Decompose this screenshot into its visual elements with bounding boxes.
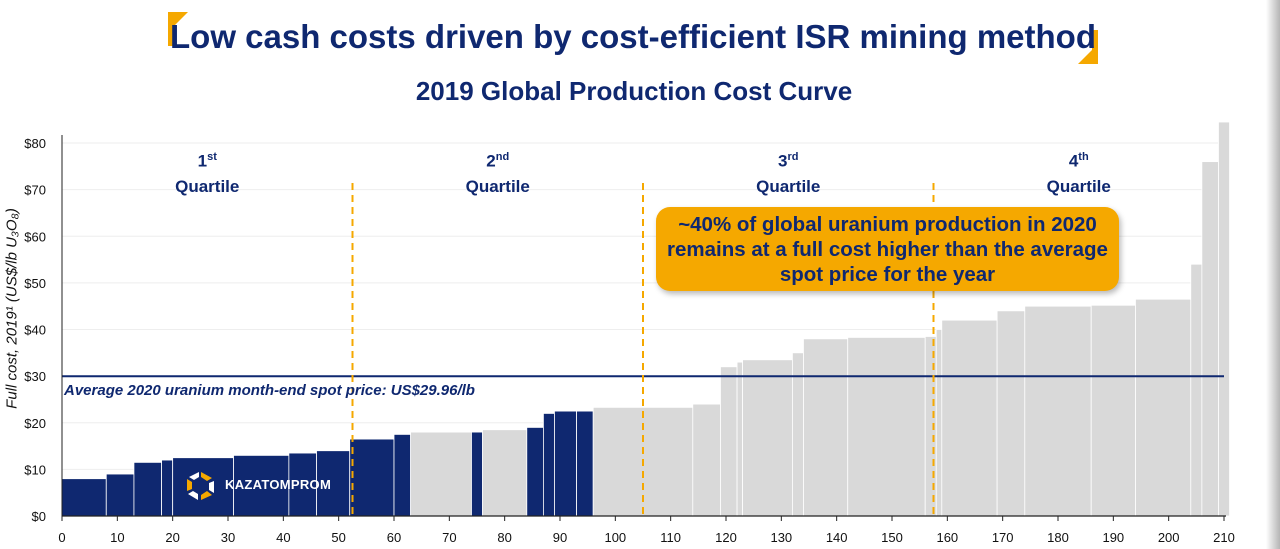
x-tick-label: 130 bbox=[770, 530, 792, 545]
bar-kazatomprom bbox=[471, 431, 483, 517]
quartile-ordinal: st bbox=[207, 151, 217, 163]
x-tick-label: 80 bbox=[497, 530, 511, 545]
quartile-ordinal: nd bbox=[495, 151, 510, 163]
quartile-label: 1st Quartile bbox=[147, 145, 267, 199]
y-tick-label: $60 bbox=[24, 229, 46, 244]
bar-other-producer bbox=[924, 336, 937, 517]
bar-other-producer bbox=[410, 431, 472, 517]
bar-other-producer bbox=[1218, 121, 1230, 517]
title-bracket-left-corner bbox=[168, 12, 188, 32]
bar-other-producer bbox=[1024, 305, 1092, 517]
y-tick-label: $30 bbox=[24, 369, 46, 384]
bar-other-producer bbox=[1135, 298, 1192, 517]
bar-other-producer bbox=[1201, 161, 1219, 517]
bar-other-producer bbox=[736, 361, 743, 517]
quartile-ordinal: th bbox=[1078, 151, 1089, 163]
x-tick-label: 100 bbox=[604, 530, 626, 545]
quartile-word: Quartile bbox=[175, 176, 240, 196]
logo-text: KAZATOMPROM bbox=[225, 477, 332, 492]
x-tick-label: 190 bbox=[1102, 530, 1124, 545]
bar-kazatomprom bbox=[554, 410, 578, 517]
quartile-number: 2 bbox=[486, 151, 496, 171]
y-tick-label: $80 bbox=[24, 136, 46, 151]
x-tick-label: 40 bbox=[276, 530, 290, 545]
x-tick-label: 60 bbox=[387, 530, 401, 545]
x-tick-label: 210 bbox=[1213, 530, 1235, 545]
y-tick-label: $40 bbox=[24, 323, 46, 338]
y-tick-label: $10 bbox=[24, 462, 46, 477]
x-tick-label: 70 bbox=[442, 530, 456, 545]
y-tick-label: $50 bbox=[24, 276, 46, 291]
y-tick-label: $70 bbox=[24, 183, 46, 198]
bar-other-producer bbox=[1090, 304, 1136, 517]
quartile-label: 3rd Quartile bbox=[728, 145, 848, 199]
bar-other-producer bbox=[935, 329, 943, 517]
page-edge-shadow bbox=[1266, 0, 1280, 549]
callout-box: ~40% of global uranium production in 202… bbox=[656, 207, 1119, 291]
bar-other-producer bbox=[742, 359, 793, 517]
chart-title: 2019 Global Production Cost Curve bbox=[415, 76, 853, 106]
bar-kazatomprom bbox=[393, 434, 412, 517]
quartile-number: 3 bbox=[778, 151, 788, 171]
x-tick-label: 140 bbox=[826, 530, 848, 545]
bar-other-producer bbox=[941, 319, 998, 517]
quartile-number: 4 bbox=[1068, 151, 1079, 171]
kazatomprom-logo-icon bbox=[187, 472, 214, 500]
bar-kazatomprom bbox=[133, 461, 163, 517]
bar-kazatomprom bbox=[526, 427, 544, 517]
y-tick-label: $20 bbox=[24, 416, 46, 431]
x-tick-label: 180 bbox=[1047, 530, 1069, 545]
kazatomprom-logo: KAZATOMPROM bbox=[185, 471, 360, 501]
quartile-number: 1 bbox=[197, 151, 208, 171]
bar-kazatomprom bbox=[576, 410, 594, 517]
x-tick-label: 110 bbox=[660, 530, 681, 545]
x-tick-label: 150 bbox=[881, 530, 903, 545]
x-tick-label: 30 bbox=[221, 530, 235, 545]
x-tick-label: 10 bbox=[110, 530, 124, 545]
x-tick-label: 90 bbox=[553, 530, 567, 545]
x-tick-label: 170 bbox=[992, 530, 1014, 545]
x-tick-label: 0 bbox=[58, 530, 65, 545]
x-tick-label: 120 bbox=[715, 530, 737, 545]
bar-other-producer bbox=[720, 366, 738, 517]
quartile-word: Quartile bbox=[756, 176, 821, 196]
slide-title: Low cash costs driven by cost-efficient … bbox=[170, 18, 1096, 55]
bar-kazatomprom bbox=[61, 478, 107, 517]
bar-kazatomprom bbox=[105, 473, 135, 517]
bar-kazatomprom bbox=[543, 413, 555, 517]
slide-title-frame: Low cash costs driven by cost-efficient … bbox=[168, 12, 1098, 64]
quartile-ordinal: rd bbox=[787, 151, 799, 163]
bar-kazatomprom bbox=[288, 452, 317, 517]
bar-other-producer bbox=[692, 403, 721, 517]
spot-price-label: Average 2020 uranium month-end spot pric… bbox=[64, 382, 475, 399]
quartile-word: Quartile bbox=[1046, 176, 1111, 196]
bar-other-producer bbox=[482, 429, 528, 517]
quartile-word: Quartile bbox=[465, 176, 530, 196]
bar-other-producer bbox=[803, 338, 849, 517]
callout-text: ~40% of global uranium production in 202… bbox=[667, 212, 1108, 286]
bar-kazatomprom bbox=[161, 459, 174, 517]
quartile-label: 2nd Quartile bbox=[438, 145, 558, 199]
y-tick-label: $0 bbox=[32, 509, 46, 524]
x-tick-label: 20 bbox=[165, 530, 179, 545]
x-tick-label: 50 bbox=[331, 530, 345, 545]
x-tick-label: 200 bbox=[1158, 530, 1180, 545]
bar-other-producer bbox=[847, 337, 926, 517]
title-bracket-right-corner bbox=[1078, 44, 1098, 64]
bar-other-producer bbox=[1190, 263, 1203, 517]
bar-kazatomprom bbox=[172, 457, 234, 517]
y-axis-label: Full cost, 2019¹ (US$/lb U₃O₈) bbox=[3, 208, 21, 409]
quartile-label: 4th Quartile bbox=[1019, 145, 1139, 199]
bar-kazatomprom bbox=[349, 438, 395, 517]
bar-other-producer bbox=[996, 310, 1026, 517]
x-tick-label: 160 bbox=[936, 530, 958, 545]
